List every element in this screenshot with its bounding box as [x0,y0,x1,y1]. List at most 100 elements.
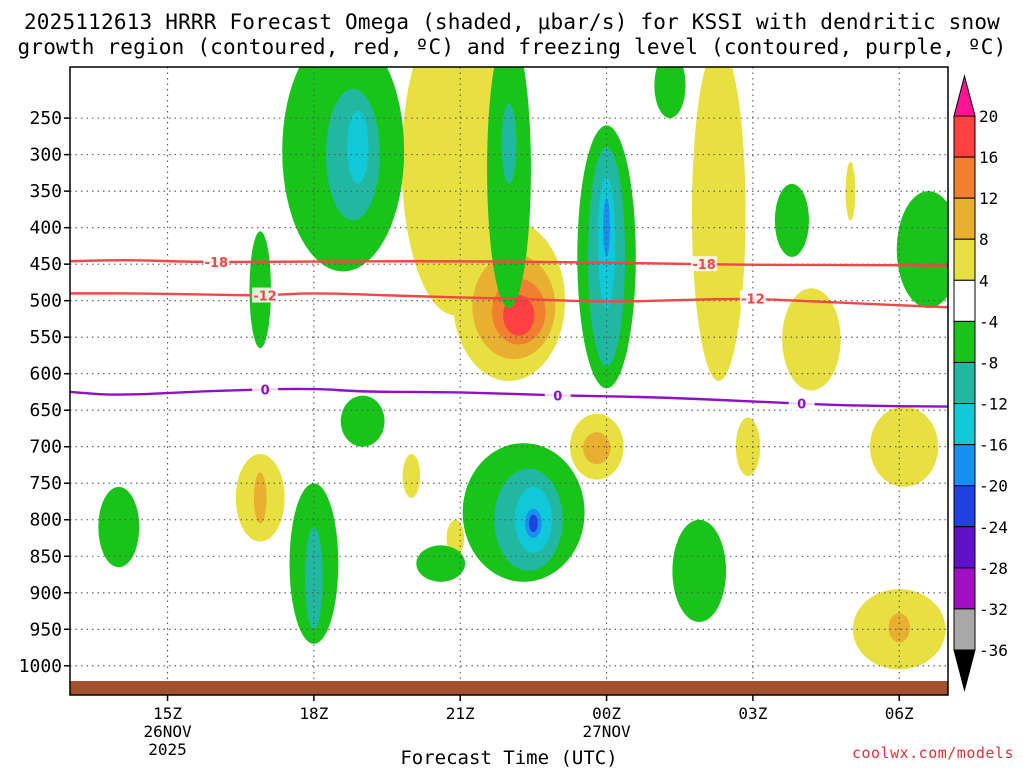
temperature-contours: -18 -18 -12 -12 0 0 0 [70,253,948,413]
x-tick-date-00Z: 27NOV [582,722,631,741]
y-tick-label-550: 550 [29,327,62,348]
colorbar-box [953,608,976,651]
x-tick-date-15Z: 26NOV [143,722,192,741]
shade-yellow-0530z [869,406,939,487]
shade-orange-06z-low [888,613,910,643]
colorbar-box [953,156,976,199]
contour-label-freezing-level: 0 [797,398,806,413]
shade-cyan-1830z-upper [347,110,369,184]
contour-dgz-minus18 [70,259,948,267]
y-tick-label-900: 900 [29,583,62,604]
y-tick-label-450: 450 [29,254,62,275]
y-tick-label-700: 700 [29,437,62,458]
chart-title-line-1: 2025112613 HRRR Forecast Omega (shaded, … [23,10,1001,34]
colorbar-label--8: -8 [979,353,998,372]
colorbar-box [953,361,976,405]
colorbar-box [953,320,976,363]
y-tick-label-950: 950 [29,619,62,640]
x-tick-label-06Z: 06Z [885,704,914,723]
colorbar-box [953,238,976,281]
x-tick-year-15Z: 2025 [148,740,187,759]
colorbar-label--36: -36 [979,641,1008,660]
x-tick-label-18Z: 18Z [299,704,328,723]
contour-label-dgz-minus18: -18 [205,256,229,271]
colorbar-box [953,485,976,528]
shade-yellow-0330z [735,417,761,476]
contour-label-bg [788,395,815,411]
contour-label-dgz-minus18: -18 [692,258,716,273]
shade-yellow-upper-b [691,67,746,381]
colorbar-label-8: 8 [979,230,989,249]
contour-freezing-level [70,387,948,408]
colorbar-box [953,403,976,446]
colorbar-label--28: -28 [979,559,1008,578]
contour-label-freezing-level: 0 [553,390,562,405]
shade-green-02z-upper [654,67,686,119]
contour-label-bg [739,290,766,306]
colorbar-top-arrow [953,74,976,117]
colorbar-label-4: 4 [979,271,989,290]
contour-label-dgz-minus12: -12 [253,290,277,305]
colorbar-label--32: -32 [979,600,1008,619]
shade-green-1430z [98,486,140,568]
y-tick-label-500: 500 [29,291,62,312]
shade-green-2230z-upper [487,67,531,308]
colorbar-box [953,197,976,240]
contour-label-bg [252,381,279,397]
omega-shading [98,67,948,670]
colorbar-box [953,567,976,610]
x-axis-label: Forecast Time (UTC) [400,747,617,768]
colorbar-label-12: 12 [979,189,998,208]
shade-green-2030z-low [416,545,466,582]
y-tick-label-1000: 1000 [19,656,62,677]
colorbar-label--4: -4 [979,312,998,331]
shade-green-06z-mid [896,191,948,308]
contour-label-bg [544,387,571,403]
ground-surface [70,681,948,695]
shade-green-02z-mid [774,183,809,257]
colorbar-label-16: 16 [979,148,998,167]
y-tick-label-650: 650 [29,400,62,421]
contour-label-dgz-minus12: -12 [741,292,765,307]
colorbar-box [953,444,976,487]
y-tick-label-400: 400 [29,218,62,239]
colorbar-bottom-arrow [953,649,976,692]
y-tick-label-850: 850 [29,546,62,567]
colorbar-label--12: -12 [979,395,1008,414]
x-tick-label-03Z: 03Z [738,704,767,723]
shade-darkblue-2230z-low [528,514,538,533]
x-tick-label-15Z: 15Z [153,704,182,723]
colorbar-label-20: 20 [979,107,998,126]
shade-yellow-02z-mid [782,288,841,391]
shade-green-19z-blob [340,395,385,447]
shade-teal-1830z-low [305,527,323,630]
contour-label-freezing-level: 0 [261,383,270,398]
colorbar-box [953,279,976,322]
source-credit: coolwx.com/models [851,744,1014,762]
shade-yellow-20z-spot [402,454,421,498]
contour-label-bg [691,256,718,272]
colorbar: 20 16 12 8 4 -4 -8 -12 -16 -20 -24 -28 -32 -36 [953,74,1008,692]
colorbar-box [953,115,976,158]
contour-label-bg [203,253,230,269]
x-tick-label-21Z: 21Z [446,704,475,723]
y-tick-label-250: 250 [29,108,62,129]
y-tick-label-350: 350 [29,181,62,202]
colorbar-box [953,526,976,569]
shade-orange-17z [253,472,267,524]
shade-orange-23z-low [583,432,611,465]
shade-green-0230z-low [672,519,727,622]
chart-title-line-2: growth region (contoured, red, ºC) and f… [17,35,1007,59]
colorbar-label--20: -20 [979,477,1008,496]
axes: 250 300 350 400 450 500 550 600 650 700 750 800 850 9… [19,108,914,759]
y-tick-label-800: 800 [29,510,62,531]
y-tick-label-600: 600 [29,364,62,385]
plot-frame [69,66,949,696]
contour-dgz-minus12 [70,292,948,309]
y-tick-label-300: 300 [29,145,62,166]
shade-teal-2230z-upper [501,103,517,184]
contour-label-bg [252,287,279,303]
shade-yellow-0430z-spot [845,161,856,221]
colorbar-label--24: -24 [979,518,1008,537]
